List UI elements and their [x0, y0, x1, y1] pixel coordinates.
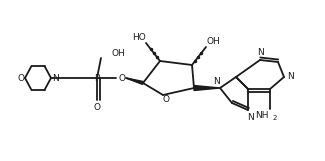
Text: O: O	[119, 74, 125, 82]
Text: N: N	[257, 47, 263, 57]
Text: N: N	[288, 71, 294, 80]
Text: P: P	[94, 74, 100, 82]
Text: O: O	[17, 74, 24, 82]
Polygon shape	[194, 85, 220, 90]
Text: 2: 2	[273, 115, 277, 121]
Text: O: O	[94, 103, 100, 112]
Text: N: N	[52, 74, 59, 82]
Text: N: N	[214, 76, 220, 85]
Polygon shape	[126, 78, 143, 84]
Text: O: O	[162, 95, 170, 104]
Text: OH: OH	[111, 48, 125, 57]
Text: N: N	[247, 113, 254, 122]
Text: OH: OH	[206, 37, 220, 46]
Text: HO: HO	[132, 33, 146, 42]
Text: NH: NH	[255, 112, 269, 120]
